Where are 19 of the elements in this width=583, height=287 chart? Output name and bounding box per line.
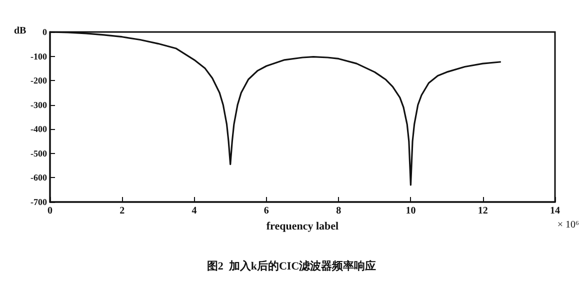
x-tick-label: 6	[264, 206, 269, 216]
x-tick-label: 8	[336, 206, 342, 216]
y-tick-label: -600	[30, 172, 48, 183]
y-tick-label: -300	[30, 100, 48, 110]
text: 图2 加入k后的CIC滤波器频率响应	[206, 260, 376, 272]
y-tick-label: 0	[42, 27, 48, 37]
x-tick-label: 2	[120, 206, 125, 216]
y-tick-label: -500	[30, 148, 48, 158]
y-tick-label: -400	[30, 124, 48, 134]
x-tick-label: 14	[550, 206, 560, 216]
y-tick-label: -200	[30, 76, 48, 86]
y-axis-title: dB	[14, 26, 27, 36]
x-tick-label: 12	[478, 206, 488, 216]
x-tick-label: 10	[406, 206, 416, 216]
y-tick-label: -700	[30, 197, 48, 207]
text: × 10⁶	[557, 220, 580, 230]
x-axis-title: frequency label	[266, 220, 339, 232]
y-tick-label: -100	[30, 51, 48, 62]
x-tick-label: 4	[192, 206, 197, 216]
